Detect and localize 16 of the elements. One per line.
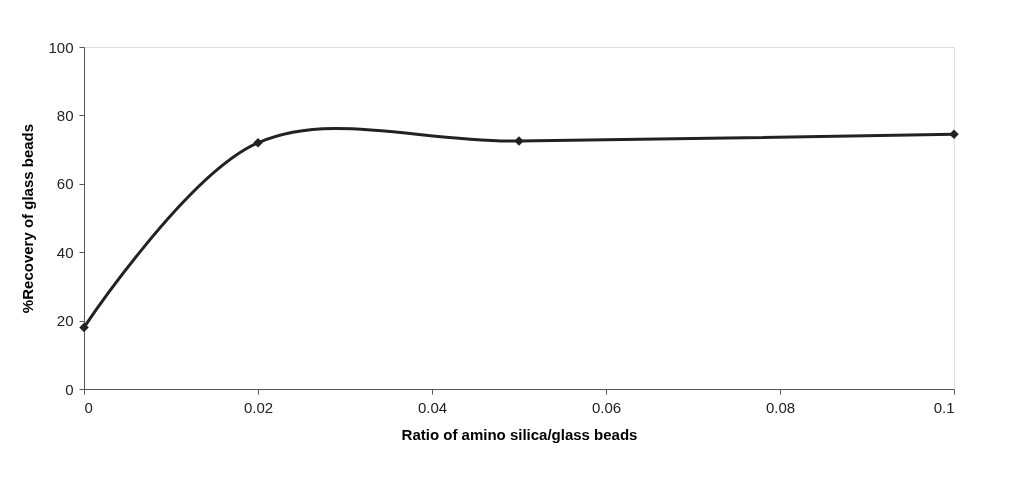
x-tick-label: 0.04 — [417, 398, 448, 416]
y-axis-title: %Recovery of glass beads — [19, 123, 37, 314]
y-tick-label: 20 — [56, 312, 74, 330]
y-tick-label: 40 — [56, 243, 74, 261]
y-tick-label: 100 — [48, 38, 74, 56]
y-tick-label: 80 — [56, 106, 74, 124]
x-tick-label: 0.08 — [765, 398, 796, 416]
y-tick-label: 60 — [56, 175, 74, 193]
x-tick-label: 0 — [84, 398, 93, 416]
x-tick-label: 0.1 — [933, 398, 955, 416]
point — [253, 138, 263, 148]
x-tick-label: 0.02 — [243, 398, 274, 416]
x-tick-label: 0.06 — [591, 398, 622, 416]
x-axis-title: Ratio of amino silica/glass beads — [401, 425, 638, 443]
point — [79, 322, 89, 333]
y-tick-label: 0 — [65, 380, 74, 398]
